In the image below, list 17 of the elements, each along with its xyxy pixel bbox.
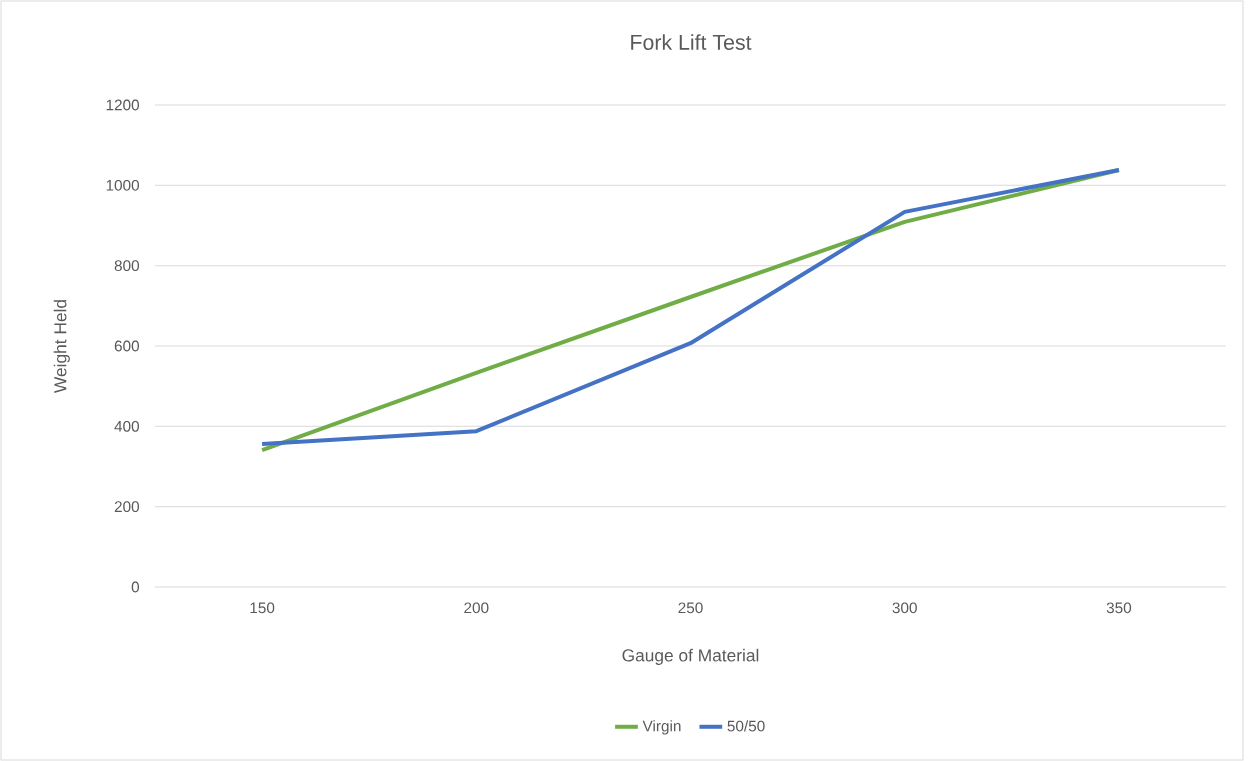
y-tick-label: 800: [114, 260, 140, 272]
x-tick-label: 150: [250, 602, 275, 614]
x-tick-label: 200: [464, 602, 489, 614]
legend-label: Virgin: [642, 720, 681, 735]
y-tick-label: 1000: [106, 179, 140, 191]
y-tick-label: 400: [114, 420, 140, 432]
chart-title: Fork Lift Test: [631, 34, 752, 50]
y-tick-label: 1200: [106, 99, 140, 111]
y-tick-label: 0: [131, 581, 140, 593]
x-tick-label: 250: [678, 602, 703, 614]
x-tick-label: 300: [892, 602, 917, 614]
legend-label: 50/50: [727, 720, 765, 732]
y-tick-label: 600: [114, 340, 140, 352]
x-axis-title: Gauge of Material: [622, 648, 759, 665]
y-axis-title: Weight Held: [53, 300, 70, 393]
x-tick-label: 350: [1106, 602, 1132, 614]
y-tick-label: 200: [114, 501, 140, 513]
